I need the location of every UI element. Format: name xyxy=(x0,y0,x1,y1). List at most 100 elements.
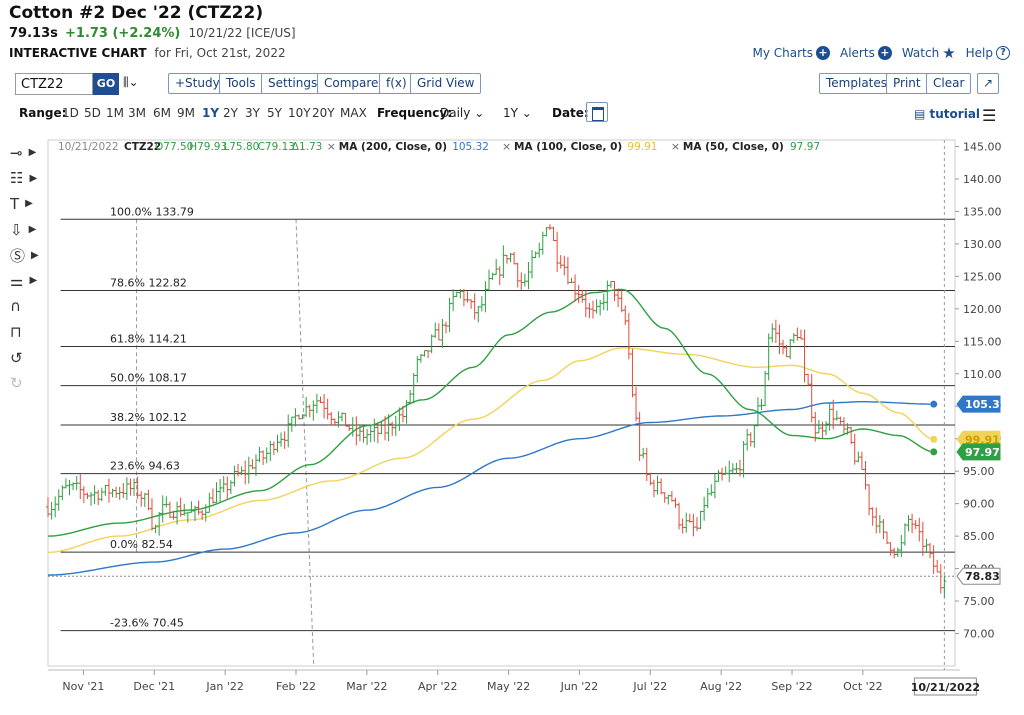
fx-button[interactable]: f(x) xyxy=(379,73,414,94)
x-tick-label: Oct '22 xyxy=(843,680,883,693)
x-tick-label: Nov '21 xyxy=(62,680,104,693)
list-icon[interactable]: ☷ ▶ xyxy=(10,169,38,188)
tutorial-link[interactable]: ▤ tutorial xyxy=(914,107,980,121)
range-option-1m[interactable]: 1M xyxy=(106,106,124,120)
ma-legend-label: MA (50, Close, 0) xyxy=(683,141,784,153)
my-charts-link[interactable]: My Charts + xyxy=(752,46,830,60)
y-tick-label: 110.00 xyxy=(963,368,1002,381)
fib-level-label: 78.6% 122.82 xyxy=(110,277,187,290)
price-badge xyxy=(956,395,1001,413)
remove-study-icon: × xyxy=(502,140,511,153)
tools-button[interactable]: Tools xyxy=(219,73,263,94)
dollar-circle-icon[interactable]: Ⓢ ▶ xyxy=(10,246,39,265)
film-icon: ▤ xyxy=(914,107,926,121)
y-tick-label: 115.00 xyxy=(963,335,1002,348)
range-option-5d[interactable]: 5D xyxy=(84,106,101,120)
ma-legend-label: MA (200, Close, 0) xyxy=(339,141,447,153)
templates-button[interactable]: Templates xyxy=(819,73,895,94)
x-tick-label: Feb '22 xyxy=(276,680,316,693)
add-study-button[interactable]: +Study xyxy=(168,73,227,94)
range-option-5y[interactable]: 5Y xyxy=(267,106,282,120)
fib-level-label: 23.6% 94.63 xyxy=(110,460,180,473)
star-icon: ★ xyxy=(942,44,956,62)
fib-level-label: -23.6% 70.45 xyxy=(110,617,184,630)
price-badge-label: 105.32 xyxy=(965,398,1007,411)
frequency-value: Daily xyxy=(440,106,471,120)
frequency-dropdown[interactable]: Daily ⌄ xyxy=(440,106,484,120)
y-tick-label: 70.00 xyxy=(963,628,995,641)
text-icon[interactable]: T ▶ xyxy=(10,194,33,213)
chevron-down-icon: ⌄ xyxy=(474,106,485,120)
undo-icon[interactable]: ↺ xyxy=(10,348,23,367)
fib-level-label: 0.0% 82.54 xyxy=(110,538,173,551)
drawing-tools-sidebar: ⊸ ▶ ☷ ▶ T ▶ ⇩ ▶ Ⓢ ▶ ⚌ ▶ ∩ ⊓ ↺ ↻ xyxy=(10,140,46,396)
fib-level-label: 50.0% 108.17 xyxy=(110,372,187,385)
arrow-down-icon[interactable]: ⇩ ▶ xyxy=(10,220,37,239)
price-badge-label: 99.91 xyxy=(965,433,1000,446)
remove-study-icon: × xyxy=(671,140,680,153)
help-link[interactable]: Help ? xyxy=(966,46,1010,60)
y-tick-label: 145.00 xyxy=(963,140,1002,153)
settings-button[interactable]: Settings xyxy=(261,73,325,94)
alerts-link[interactable]: Alerts + xyxy=(840,46,892,60)
price-badge xyxy=(956,443,1001,461)
y-tick-label: 75.00 xyxy=(963,595,995,608)
range-option-1d[interactable]: 1D xyxy=(62,106,79,120)
magnet-icon[interactable]: ∩ xyxy=(10,297,21,316)
range-option-3y[interactable]: 3Y xyxy=(245,106,260,120)
range-option-6m[interactable]: 6M xyxy=(153,106,171,120)
calendar-icon[interactable] xyxy=(586,102,608,122)
ma200-line xyxy=(47,401,931,576)
plus-circle-icon: + xyxy=(816,46,830,60)
legend-date: 10/21/2022 xyxy=(58,141,119,153)
expand-arrow-icon[interactable]: ↗ xyxy=(977,73,999,94)
x-tick-label: Aug '22 xyxy=(700,680,742,693)
help-label: Help xyxy=(965,46,993,60)
range-option-3m[interactable]: 3M xyxy=(128,106,146,120)
clear-button[interactable]: Clear xyxy=(926,73,972,94)
range-option-20y[interactable]: 20Y xyxy=(312,106,335,120)
hamburger-menu-icon[interactable]: ☰ xyxy=(982,106,997,125)
compare-button[interactable]: Compare xyxy=(317,73,386,94)
legend-close: C79.13 xyxy=(258,141,295,153)
y-tick-label: 125.00 xyxy=(963,270,1002,283)
alerts-label: Alerts xyxy=(840,46,875,60)
crosshair-icon[interactable]: ⊸ ▶ xyxy=(10,143,37,162)
x-tick-label: Jun '22 xyxy=(560,680,599,693)
unlock-icon[interactable]: ⊓ xyxy=(10,322,22,341)
x-tick-label: Apr '22 xyxy=(418,680,458,693)
my-charts-label: My Charts xyxy=(752,46,814,60)
period-value: 1Y xyxy=(503,106,518,120)
page-title: Cotton #2 Dec '22 (CTZ22) xyxy=(9,3,264,23)
legend-symbol: CTZ22 xyxy=(124,141,161,153)
grid-view-button[interactable]: Grid View xyxy=(410,73,482,94)
legend-change: Δ1.73 xyxy=(292,141,323,153)
y-tick-label: 90.00 xyxy=(963,498,995,511)
range-label: Range: xyxy=(19,106,67,120)
y-tick-label: 85.00 xyxy=(963,530,995,543)
symbol-input[interactable] xyxy=(15,73,93,95)
sliders-icon[interactable]: ⚌ ▶ xyxy=(10,271,38,290)
watch-label: Watch xyxy=(901,46,940,60)
chart-type-dropdown[interactable]: ⫼⌄ xyxy=(123,75,139,90)
plot-frame xyxy=(47,139,956,667)
quote-line: 79.13s +1.73 (+2.24%) 10/21/22 [ICE/US] xyxy=(9,26,296,41)
go-button[interactable]: GO xyxy=(93,73,119,95)
question-circle-icon: ? xyxy=(996,46,1010,60)
legend-open: O77.50 xyxy=(155,141,193,153)
chart-toolbar: GO ⫼⌄ +Study Tools Settings Compare f(x)… xyxy=(0,70,1024,98)
range-option-10y[interactable]: 10Y xyxy=(288,106,311,120)
range-option-1y[interactable]: 1Y xyxy=(202,106,220,120)
period-dropdown[interactable]: 1Y ⌄ xyxy=(503,106,532,120)
watch-link[interactable]: Watch ★ xyxy=(901,44,956,62)
x-tick-label: Jul '22 xyxy=(632,680,667,693)
range-option-max[interactable]: MAX xyxy=(340,106,367,120)
ohlc-bars-icon: ⫼ xyxy=(123,75,129,89)
price-badge-label: 78.83 xyxy=(965,570,1000,583)
ma-legend-value: 97.97 xyxy=(790,141,820,153)
redo-icon[interactable]: ↻ xyxy=(10,374,23,393)
range-option-9m[interactable]: 9M xyxy=(177,106,195,120)
range-option-2y[interactable]: 2Y xyxy=(223,106,238,120)
price-chart[interactable]: 145.00 140.00 135.00 130.00 125.00 120.00 115.… xyxy=(0,128,1024,715)
print-button[interactable]: Print xyxy=(886,73,928,94)
